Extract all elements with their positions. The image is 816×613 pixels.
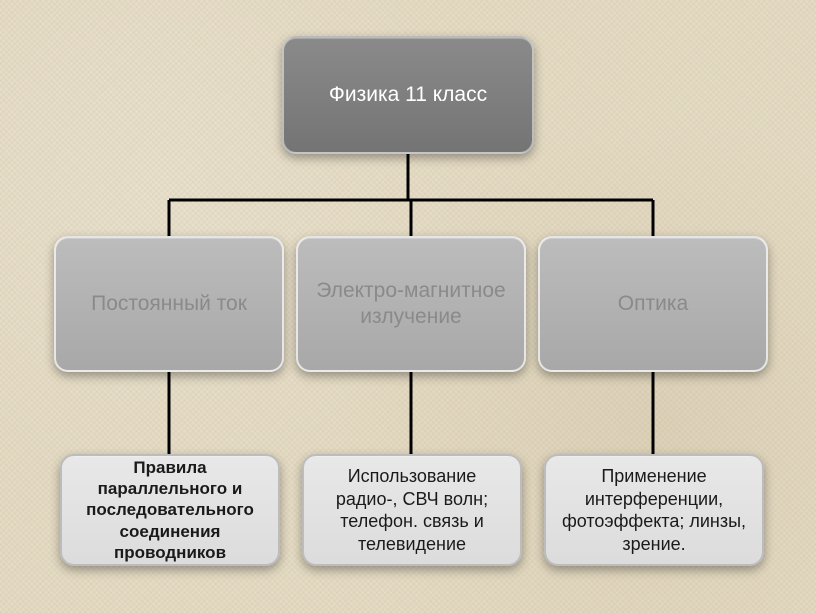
level3-node-0: Правила параллельного и последовательног… bbox=[60, 454, 280, 566]
level3-node-2: Применение интерференции, фотоэффекта; л… bbox=[544, 454, 764, 566]
level3-label: Применение интерференции, фотоэффекта; л… bbox=[558, 465, 750, 555]
level3-node-1: Использование радио-, СВЧ волн; телефон.… bbox=[302, 454, 522, 566]
level2-node-0: Постоянный ток bbox=[54, 236, 284, 372]
level2-label: Оптика bbox=[618, 291, 688, 317]
diagram-stage: Физика 11 класс Постоянный ток Электро-м… bbox=[0, 0, 816, 613]
root-node: Физика 11 класс bbox=[282, 36, 534, 154]
level2-node-2: Оптика bbox=[538, 236, 768, 372]
level2-label: Электро-магнитное излучение bbox=[310, 278, 512, 331]
level2-node-1: Электро-магнитное излучение bbox=[296, 236, 526, 372]
level3-label: Использование радио-, СВЧ волн; телефон.… bbox=[316, 465, 508, 555]
level2-label: Постоянный ток bbox=[91, 291, 247, 317]
level3-label: Правила параллельного и последовательног… bbox=[74, 457, 266, 563]
root-label: Физика 11 класс bbox=[329, 82, 487, 108]
